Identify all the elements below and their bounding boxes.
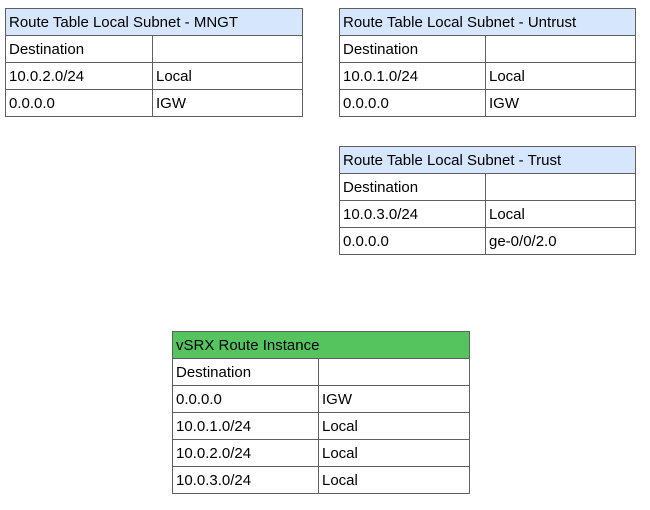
target-cell: Local	[317, 439, 471, 467]
target-cell: Local	[317, 466, 471, 494]
header-cell-target	[151, 35, 304, 63]
table-row: 10.0.1.0/24 Local	[172, 412, 471, 440]
table-row: 10.0.1.0/24 Local	[339, 62, 637, 90]
destination-cell: 10.0.2.0/24	[5, 62, 153, 90]
header-cell-target	[484, 35, 637, 63]
table-row: 0.0.0.0 ge-0/0/2.0	[339, 227, 637, 255]
table-title: Route Table Local Subnet - Untrust	[338, 8, 637, 36]
table-title-row: Route Table Local Subnet - MNGT	[4, 8, 304, 36]
table-title-row: Route Table Local Subnet - Trust	[338, 146, 637, 174]
target-cell: IGW	[317, 385, 471, 413]
target-cell: ge-0/0/2.0	[484, 227, 637, 255]
target-cell: Local	[484, 200, 637, 228]
destination-cell: 0.0.0.0	[339, 227, 486, 255]
route-instance-vsrx: vSRX Route Instance Destination 0.0.0.0 …	[171, 331, 471, 494]
header-cell-destination: Destination	[339, 35, 486, 63]
header-cell-target	[484, 173, 637, 201]
table-header-row: Destination	[339, 35, 637, 63]
destination-cell: 10.0.2.0/24	[172, 439, 319, 467]
destination-cell: 0.0.0.0	[5, 89, 153, 117]
target-cell: Local	[484, 62, 637, 90]
table-title-row: vSRX Route Instance	[171, 331, 471, 359]
header-cell-destination: Destination	[172, 358, 319, 386]
route-table-trust: Route Table Local Subnet - Trust Destina…	[338, 146, 637, 255]
table-title: vSRX Route Instance	[171, 331, 471, 359]
destination-cell: 0.0.0.0	[339, 89, 486, 117]
destination-cell: 10.0.3.0/24	[172, 466, 319, 494]
table-title: Route Table Local Subnet - Trust	[338, 146, 637, 174]
header-cell-destination: Destination	[5, 35, 153, 63]
destination-cell: 10.0.3.0/24	[339, 200, 486, 228]
table-header-row: Destination	[339, 173, 637, 201]
route-table-mngt: Route Table Local Subnet - MNGT Destinat…	[4, 8, 304, 117]
destination-cell: 10.0.1.0/24	[339, 62, 486, 90]
table-title: Route Table Local Subnet - MNGT	[4, 8, 304, 36]
table-row: 10.0.2.0/24 Local	[172, 439, 471, 467]
destination-cell: 0.0.0.0	[172, 385, 319, 413]
table-row: 0.0.0.0 IGW	[172, 385, 471, 413]
table-row: 0.0.0.0 IGW	[5, 89, 304, 117]
table-row: 10.0.2.0/24 Local	[5, 62, 304, 90]
header-cell-target	[317, 358, 471, 386]
table-row: 10.0.3.0/24 Local	[339, 200, 637, 228]
table-row: 0.0.0.0 IGW	[339, 89, 637, 117]
target-cell: IGW	[484, 89, 637, 117]
table-header-row: Destination	[5, 35, 304, 63]
header-cell-destination: Destination	[339, 173, 486, 201]
target-cell: IGW	[151, 89, 304, 117]
table-header-row: Destination	[172, 358, 471, 386]
target-cell: Local	[317, 412, 471, 440]
target-cell: Local	[151, 62, 304, 90]
route-table-untrust: Route Table Local Subnet - Untrust Desti…	[338, 8, 637, 117]
destination-cell: 10.0.1.0/24	[172, 412, 319, 440]
table-title-row: Route Table Local Subnet - Untrust	[338, 8, 637, 36]
table-row: 10.0.3.0/24 Local	[172, 466, 471, 494]
